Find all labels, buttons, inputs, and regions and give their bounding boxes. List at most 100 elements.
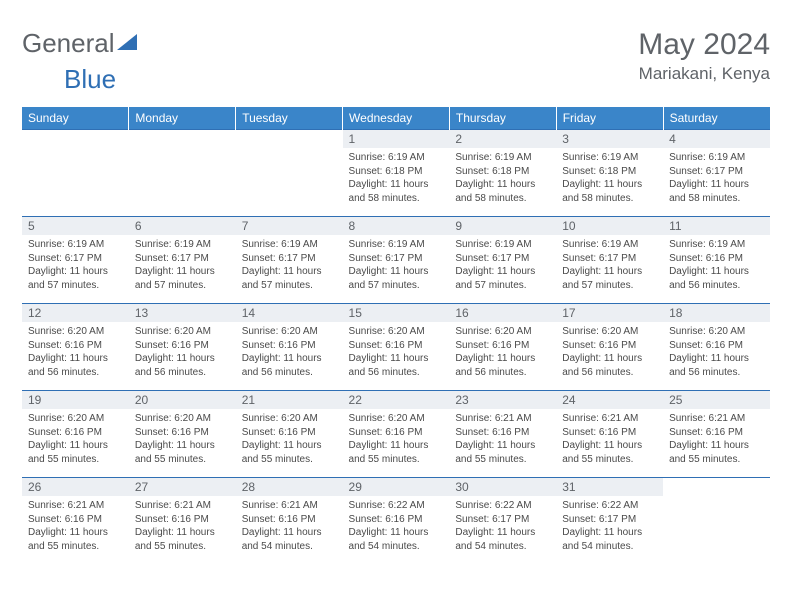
calendar-cell: 24Sunrise: 6:21 AMSunset: 6:16 PMDayligh…: [556, 391, 663, 478]
day-data: Sunrise: 6:20 AMSunset: 6:16 PMDaylight:…: [236, 409, 343, 470]
calendar-cell: 4Sunrise: 6:19 AMSunset: 6:17 PMDaylight…: [663, 130, 770, 217]
day-number: 21: [236, 391, 343, 409]
calendar-row: 5Sunrise: 6:19 AMSunset: 6:17 PMDaylight…: [22, 217, 770, 304]
day-number: 19: [22, 391, 129, 409]
weekday-header: Friday: [556, 107, 663, 130]
calendar-cell: 25Sunrise: 6:21 AMSunset: 6:16 PMDayligh…: [663, 391, 770, 478]
day-number: 26: [22, 478, 129, 496]
calendar-cell: [129, 130, 236, 217]
day-data: Sunrise: 6:19 AMSunset: 6:17 PMDaylight:…: [22, 235, 129, 296]
day-number: 18: [663, 304, 770, 322]
day-data: Sunrise: 6:21 AMSunset: 6:16 PMDaylight:…: [449, 409, 556, 470]
calendar-cell: 5Sunrise: 6:19 AMSunset: 6:17 PMDaylight…: [22, 217, 129, 304]
month-title: May 2024: [638, 28, 770, 62]
day-number: 27: [129, 478, 236, 496]
day-data: Sunrise: 6:20 AMSunset: 6:16 PMDaylight:…: [343, 409, 450, 470]
calendar-row: 26Sunrise: 6:21 AMSunset: 6:16 PMDayligh…: [22, 478, 770, 565]
day-data: Sunrise: 6:20 AMSunset: 6:16 PMDaylight:…: [22, 409, 129, 470]
day-number: 16: [449, 304, 556, 322]
day-number: 10: [556, 217, 663, 235]
day-data: Sunrise: 6:21 AMSunset: 6:16 PMDaylight:…: [22, 496, 129, 557]
calendar-body: 1Sunrise: 6:19 AMSunset: 6:18 PMDaylight…: [22, 130, 770, 565]
day-number: 14: [236, 304, 343, 322]
calendar-cell: 18Sunrise: 6:20 AMSunset: 6:16 PMDayligh…: [663, 304, 770, 391]
calendar-cell: 21Sunrise: 6:20 AMSunset: 6:16 PMDayligh…: [236, 391, 343, 478]
day-data: Sunrise: 6:19 AMSunset: 6:17 PMDaylight:…: [343, 235, 450, 296]
day-data: Sunrise: 6:19 AMSunset: 6:16 PMDaylight:…: [663, 235, 770, 296]
day-number: 6: [129, 217, 236, 235]
day-data: Sunrise: 6:20 AMSunset: 6:16 PMDaylight:…: [343, 322, 450, 383]
brand-logo: General: [22, 28, 139, 59]
day-data: Sunrise: 6:20 AMSunset: 6:16 PMDaylight:…: [129, 409, 236, 470]
day-data: Sunrise: 6:19 AMSunset: 6:17 PMDaylight:…: [556, 235, 663, 296]
day-number: 7: [236, 217, 343, 235]
calendar-cell: 3Sunrise: 6:19 AMSunset: 6:18 PMDaylight…: [556, 130, 663, 217]
calendar-cell: 23Sunrise: 6:21 AMSunset: 6:16 PMDayligh…: [449, 391, 556, 478]
day-data: Sunrise: 6:20 AMSunset: 6:16 PMDaylight:…: [663, 322, 770, 383]
day-data: Sunrise: 6:20 AMSunset: 6:16 PMDaylight:…: [556, 322, 663, 383]
day-data: Sunrise: 6:19 AMSunset: 6:18 PMDaylight:…: [556, 148, 663, 209]
calendar-cell: 17Sunrise: 6:20 AMSunset: 6:16 PMDayligh…: [556, 304, 663, 391]
day-data: Sunrise: 6:22 AMSunset: 6:17 PMDaylight:…: [449, 496, 556, 557]
brand-text-1: General: [22, 28, 115, 59]
day-number: 9: [449, 217, 556, 235]
calendar-cell: 10Sunrise: 6:19 AMSunset: 6:17 PMDayligh…: [556, 217, 663, 304]
weekday-header-row: SundayMondayTuesdayWednesdayThursdayFrid…: [22, 107, 770, 130]
calendar-cell: 28Sunrise: 6:21 AMSunset: 6:16 PMDayligh…: [236, 478, 343, 565]
day-number: 3: [556, 130, 663, 148]
calendar-cell: [663, 478, 770, 565]
calendar-cell: 7Sunrise: 6:19 AMSunset: 6:17 PMDaylight…: [236, 217, 343, 304]
day-data: Sunrise: 6:19 AMSunset: 6:18 PMDaylight:…: [449, 148, 556, 209]
calendar-cell: 1Sunrise: 6:19 AMSunset: 6:18 PMDaylight…: [343, 130, 450, 217]
day-data: Sunrise: 6:21 AMSunset: 6:16 PMDaylight:…: [129, 496, 236, 557]
day-number: 12: [22, 304, 129, 322]
day-number: 15: [343, 304, 450, 322]
day-number: 1: [343, 130, 450, 148]
day-number: 8: [343, 217, 450, 235]
day-data: Sunrise: 6:19 AMSunset: 6:17 PMDaylight:…: [663, 148, 770, 209]
calendar-cell: [236, 130, 343, 217]
weekday-header: Saturday: [663, 107, 770, 130]
weekday-header: Wednesday: [343, 107, 450, 130]
calendar-row: 12Sunrise: 6:20 AMSunset: 6:16 PMDayligh…: [22, 304, 770, 391]
calendar-row: 1Sunrise: 6:19 AMSunset: 6:18 PMDaylight…: [22, 130, 770, 217]
calendar-cell: 16Sunrise: 6:20 AMSunset: 6:16 PMDayligh…: [449, 304, 556, 391]
brand-text-2: Blue: [64, 64, 116, 95]
weekday-header: Tuesday: [236, 107, 343, 130]
day-data: Sunrise: 6:20 AMSunset: 6:16 PMDaylight:…: [129, 322, 236, 383]
day-number: 28: [236, 478, 343, 496]
weekday-header: Sunday: [22, 107, 129, 130]
calendar-cell: 12Sunrise: 6:20 AMSunset: 6:16 PMDayligh…: [22, 304, 129, 391]
day-number: 2: [449, 130, 556, 148]
day-number: 25: [663, 391, 770, 409]
day-number: 13: [129, 304, 236, 322]
calendar-cell: 22Sunrise: 6:20 AMSunset: 6:16 PMDayligh…: [343, 391, 450, 478]
day-data: Sunrise: 6:19 AMSunset: 6:18 PMDaylight:…: [343, 148, 450, 209]
calendar-cell: [22, 130, 129, 217]
day-data: Sunrise: 6:19 AMSunset: 6:17 PMDaylight:…: [236, 235, 343, 296]
day-number: 4: [663, 130, 770, 148]
calendar-cell: 31Sunrise: 6:22 AMSunset: 6:17 PMDayligh…: [556, 478, 663, 565]
day-number: 23: [449, 391, 556, 409]
brand-sail-icon: [117, 32, 139, 52]
day-number: 20: [129, 391, 236, 409]
calendar-cell: 20Sunrise: 6:20 AMSunset: 6:16 PMDayligh…: [129, 391, 236, 478]
day-number: 30: [449, 478, 556, 496]
calendar-cell: 26Sunrise: 6:21 AMSunset: 6:16 PMDayligh…: [22, 478, 129, 565]
day-data: Sunrise: 6:20 AMSunset: 6:16 PMDaylight:…: [236, 322, 343, 383]
weekday-header: Thursday: [449, 107, 556, 130]
day-data: Sunrise: 6:21 AMSunset: 6:16 PMDaylight:…: [236, 496, 343, 557]
day-data: Sunrise: 6:20 AMSunset: 6:16 PMDaylight:…: [22, 322, 129, 383]
calendar-table: SundayMondayTuesdayWednesdayThursdayFrid…: [22, 107, 770, 564]
calendar-cell: 14Sunrise: 6:20 AMSunset: 6:16 PMDayligh…: [236, 304, 343, 391]
day-number: 22: [343, 391, 450, 409]
day-number: 17: [556, 304, 663, 322]
calendar-cell: 27Sunrise: 6:21 AMSunset: 6:16 PMDayligh…: [129, 478, 236, 565]
calendar-cell: 2Sunrise: 6:19 AMSunset: 6:18 PMDaylight…: [449, 130, 556, 217]
calendar-cell: 13Sunrise: 6:20 AMSunset: 6:16 PMDayligh…: [129, 304, 236, 391]
day-data: Sunrise: 6:22 AMSunset: 6:17 PMDaylight:…: [556, 496, 663, 557]
day-number: 24: [556, 391, 663, 409]
day-number: 5: [22, 217, 129, 235]
day-data: Sunrise: 6:20 AMSunset: 6:16 PMDaylight:…: [449, 322, 556, 383]
calendar-cell: 9Sunrise: 6:19 AMSunset: 6:17 PMDaylight…: [449, 217, 556, 304]
